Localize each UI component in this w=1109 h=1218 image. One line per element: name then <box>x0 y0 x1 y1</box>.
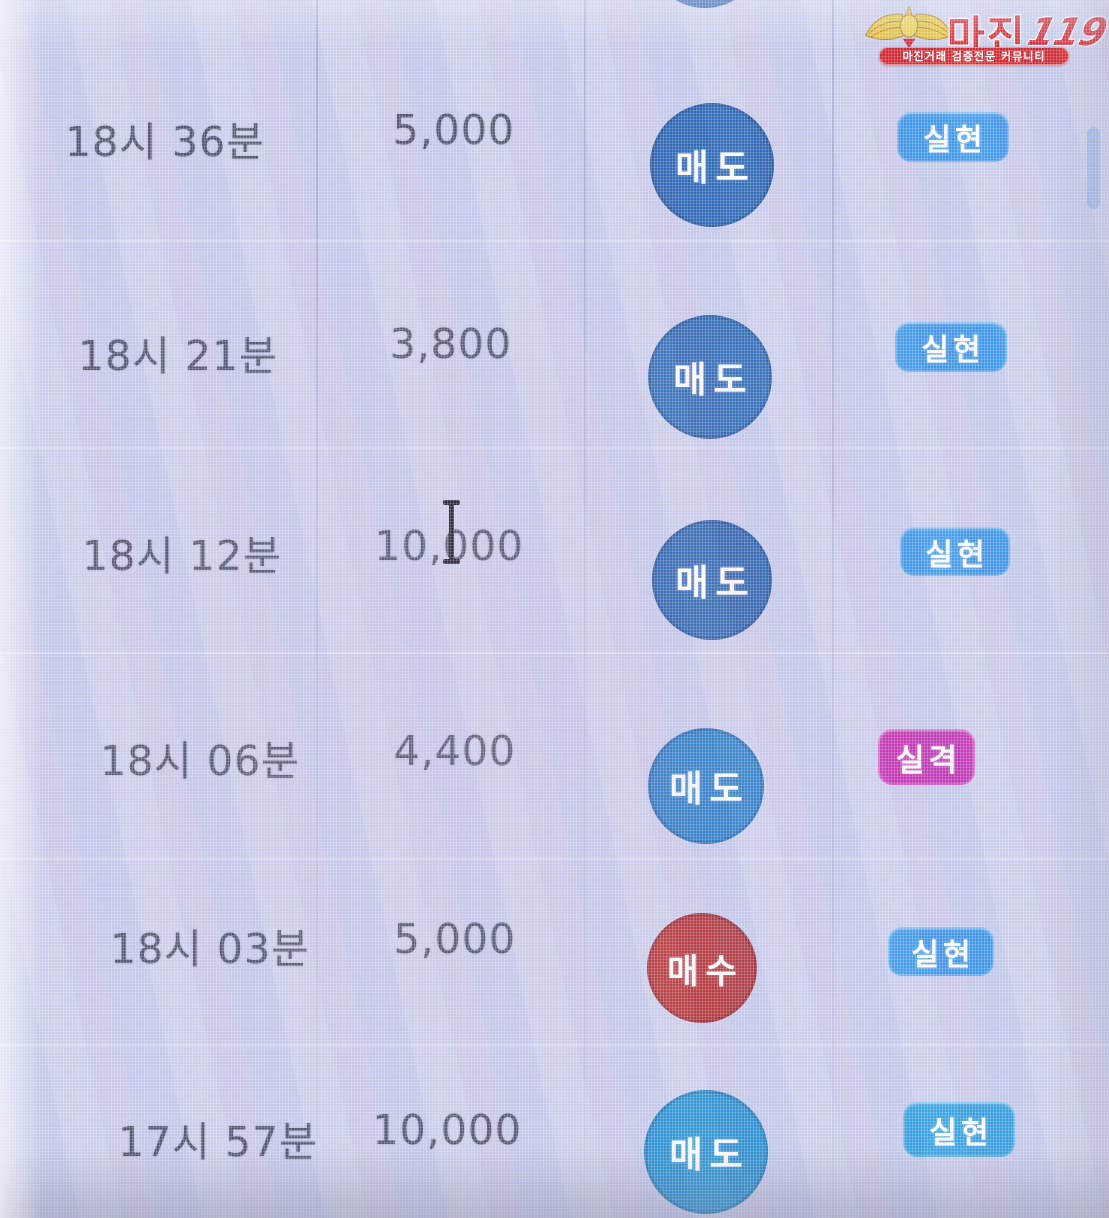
trade-time: 18시 12분 <box>82 532 282 580</box>
community-logo: 마진 119 마진거래 검증전문 커뮤니티 <box>853 2 1109 68</box>
status-badge-realized: 실현 <box>903 1102 1015 1157</box>
i-beam-cursor <box>438 500 464 564</box>
side-badge-sell: 매도 <box>644 1090 768 1214</box>
trade-time: 18시 36분 <box>65 118 265 166</box>
side-badge-sell: 매도 <box>648 315 772 439</box>
trade-amount: 4,400 <box>393 727 516 775</box>
table-row: 18시 06분 4,400 매도 실격 <box>0 705 1109 873</box>
trade-time: 18시 21분 <box>78 332 278 380</box>
table-row: 18시 03분 5,000 매수 실현 <box>0 893 1109 1061</box>
trade-amount: 10,000 <box>372 1106 522 1154</box>
i-beam-cursor-bottom <box>443 559 460 564</box>
side-badge-sell: 매도 <box>648 728 764 844</box>
cutoff-sell-badge <box>647 0 763 8</box>
status-badge-disqualified: 실격 <box>878 729 975 785</box>
table-row: 18시 12분 10,000 매도 실현 <box>0 500 1109 668</box>
table-row: 17시 57분 10,000 매도 실현 <box>0 1080 1109 1218</box>
status-badge-realized: 실현 <box>888 927 994 976</box>
status-badge-realized: 실현 <box>900 527 1010 576</box>
trade-amount: 5,000 <box>393 915 516 963</box>
trade-amount: 10,000 <box>300 522 524 570</box>
side-badge-sell: 매도 <box>652 520 772 640</box>
status-badge-realized: 실현 <box>897 112 1009 162</box>
trade-time: 18시 06분 <box>100 737 300 785</box>
trade-amount: 3,800 <box>389 320 512 368</box>
table-row: 18시 21분 3,800 매도 실현 <box>0 300 1109 468</box>
side-badge-sell: 매도 <box>650 103 774 227</box>
status-badge-realized: 실현 <box>895 322 1007 372</box>
trade-time: 18시 03분 <box>110 925 310 973</box>
trade-time: 17시 57분 <box>118 1118 318 1166</box>
i-beam-cursor-stem <box>449 503 454 561</box>
table-row: 18시 36분 5,000 매도 실현 <box>0 90 1109 258</box>
side-badge-buy: 매수 <box>647 913 757 1023</box>
trade-amount: 5,000 <box>392 106 515 154</box>
logo-tagline-banner: 마진거래 검증전문 커뮤니티 <box>879 47 1069 65</box>
